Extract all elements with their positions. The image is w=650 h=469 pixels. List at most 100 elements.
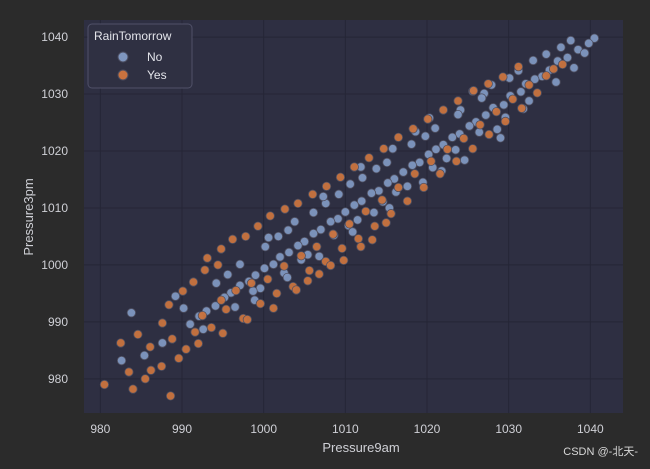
data-point-no	[352, 215, 363, 225]
data-point-no	[407, 160, 417, 170]
x-tick-label: 990	[172, 422, 192, 436]
data-point-yes	[246, 278, 257, 288]
data-point-no	[314, 251, 324, 261]
data-point-no	[283, 225, 293, 235]
legend-box	[87, 23, 193, 89]
x-tick-label: 980	[90, 422, 110, 436]
data-point-yes	[156, 361, 167, 371]
legend-title: RainTomorrow	[94, 29, 172, 43]
data-point-yes	[133, 329, 143, 339]
x-tick-label: 1030	[495, 422, 522, 436]
data-point-yes	[517, 103, 527, 113]
data-point-no	[308, 228, 319, 239]
x-axis-label: Pressure9am	[322, 440, 399, 455]
data-point-no	[126, 308, 136, 318]
data-point-yes	[393, 182, 404, 193]
data-point-yes	[451, 156, 461, 166]
data-point-yes	[178, 286, 188, 296]
data-point-yes	[268, 303, 279, 313]
data-point-yes	[124, 367, 134, 377]
data-point-no	[263, 232, 274, 243]
data-point-no	[318, 191, 328, 202]
data-point-no	[290, 217, 300, 227]
data-point-yes	[532, 88, 542, 98]
y-tick-label: 980	[48, 372, 68, 386]
data-point-yes	[255, 299, 265, 309]
data-point-yes	[524, 80, 534, 90]
data-point-no	[371, 164, 381, 174]
data-point-no	[464, 121, 475, 131]
data-point-yes	[140, 374, 150, 384]
data-point-no	[349, 200, 359, 210]
data-point-yes	[367, 235, 377, 245]
data-point-yes	[314, 269, 324, 279]
data-point-no	[211, 278, 221, 288]
data-point-no	[210, 301, 221, 311]
data-point-yes	[99, 379, 110, 390]
data-point-no	[382, 157, 392, 167]
data-point-no	[248, 286, 258, 296]
data-point-yes	[335, 172, 346, 182]
data-point-yes	[181, 344, 191, 354]
data-point-yes	[508, 94, 518, 104]
data-point-yes	[513, 62, 524, 72]
data-point-yes	[423, 114, 433, 124]
data-point-no	[139, 350, 150, 361]
data-point-yes	[386, 209, 396, 219]
data-point-no	[230, 302, 240, 312]
data-point-yes	[379, 144, 389, 154]
data-point-yes	[242, 314, 252, 325]
data-point-no	[431, 144, 441, 154]
data-point-no	[430, 123, 440, 133]
data-point-yes	[475, 120, 485, 130]
data-point-yes	[263, 274, 273, 284]
data-point-yes	[202, 253, 212, 263]
data-point-no	[273, 231, 283, 242]
watermark: CSDN @-北天-	[563, 446, 638, 458]
data-point-no	[495, 133, 506, 143]
data-point-no	[366, 188, 377, 198]
data-point-yes	[321, 181, 332, 191]
data-point-yes	[304, 266, 314, 276]
data-point-no	[357, 173, 368, 183]
legend: RainTomorrow No Yes	[87, 23, 193, 89]
data-point-no	[345, 179, 355, 189]
data-point-no	[198, 324, 208, 334]
data-point-yes	[500, 116, 510, 126]
data-point-yes	[468, 144, 478, 154]
data-point-no	[492, 124, 502, 134]
data-point-yes	[272, 288, 282, 298]
data-point-no	[308, 207, 319, 218]
data-point-no	[420, 131, 430, 141]
data-point-yes	[128, 384, 138, 394]
y-tick-label: 990	[48, 315, 68, 329]
y-tick-label: 1000	[41, 258, 68, 272]
data-point-yes	[541, 71, 551, 81]
data-point-yes	[241, 231, 251, 242]
y-tick-label: 1010	[41, 201, 68, 215]
data-points	[99, 33, 600, 401]
data-point-yes	[206, 322, 216, 333]
data-point-yes	[291, 285, 301, 295]
data-point-no	[589, 33, 600, 43]
data-point-yes	[468, 86, 479, 96]
data-point-yes	[339, 255, 349, 265]
data-point-yes	[231, 285, 241, 296]
data-point-yes	[442, 144, 453, 154]
data-point-yes	[116, 338, 126, 348]
data-point-yes	[361, 206, 371, 216]
data-point-yes	[167, 334, 177, 344]
data-point-yes	[174, 353, 184, 363]
data-point-yes	[381, 218, 391, 228]
x-tick-label: 1000	[250, 422, 277, 436]
data-point-no	[584, 38, 594, 48]
data-point-no	[406, 139, 417, 149]
data-point-yes	[426, 156, 436, 166]
data-point-yes	[370, 221, 380, 231]
data-point-yes	[410, 169, 420, 179]
data-point-no	[235, 259, 245, 269]
data-point-no	[357, 196, 367, 206]
data-point-no	[275, 252, 285, 262]
tick-labels: 980 990 1000 1010 1020 1030 1040 980 990 1000 1010…	[41, 30, 604, 436]
